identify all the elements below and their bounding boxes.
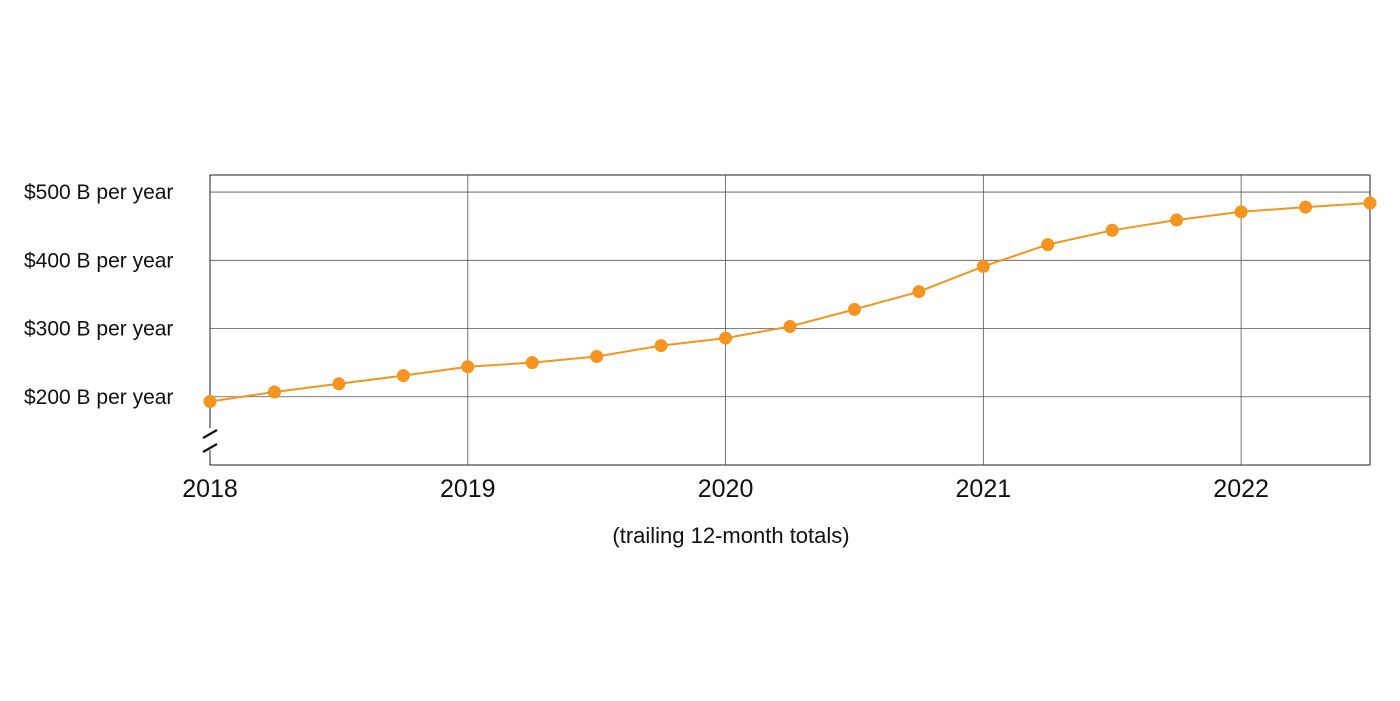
x-axis-note: (trailing 12-month totals) [612,523,849,548]
data-point [1234,205,1248,219]
data-points [203,196,1377,409]
data-point [396,369,410,383]
data-point [461,360,475,374]
data-point [1170,213,1184,227]
y-tick-label: $500 B per year [24,181,173,204]
x-tick-label: 2019 [440,475,496,503]
data-point [590,350,604,364]
x-tick-label: 2020 [698,475,754,503]
data-point [912,285,926,299]
data-point [783,319,797,333]
x-tick-label: 2021 [956,475,1012,503]
data-point [1105,223,1119,237]
y-tick-label: $300 B per year [24,318,173,341]
data-point [1299,200,1313,214]
data-point [719,331,733,345]
y-tick-label: $200 B per year [24,386,173,409]
x-tick-labels: 2018 2019 2020 2021 2022 [182,475,1269,503]
y-axis-break-marker [200,428,220,453]
data-point [525,356,539,370]
data-point [203,395,217,409]
data-point [332,377,346,391]
data-point [1363,196,1377,210]
plot-frame [209,174,1371,466]
data-point [267,385,281,399]
y-tick-labels: $200 B per year $300 B per year $400 B per… [24,181,173,409]
data-point [847,302,861,316]
x-tick-label: 2018 [182,475,238,503]
data-point [976,259,990,273]
data-point [1041,238,1055,252]
x-tick-label: 2022 [1213,475,1269,503]
data-point [654,339,668,353]
y-tick-label: $400 B per year [24,249,173,272]
